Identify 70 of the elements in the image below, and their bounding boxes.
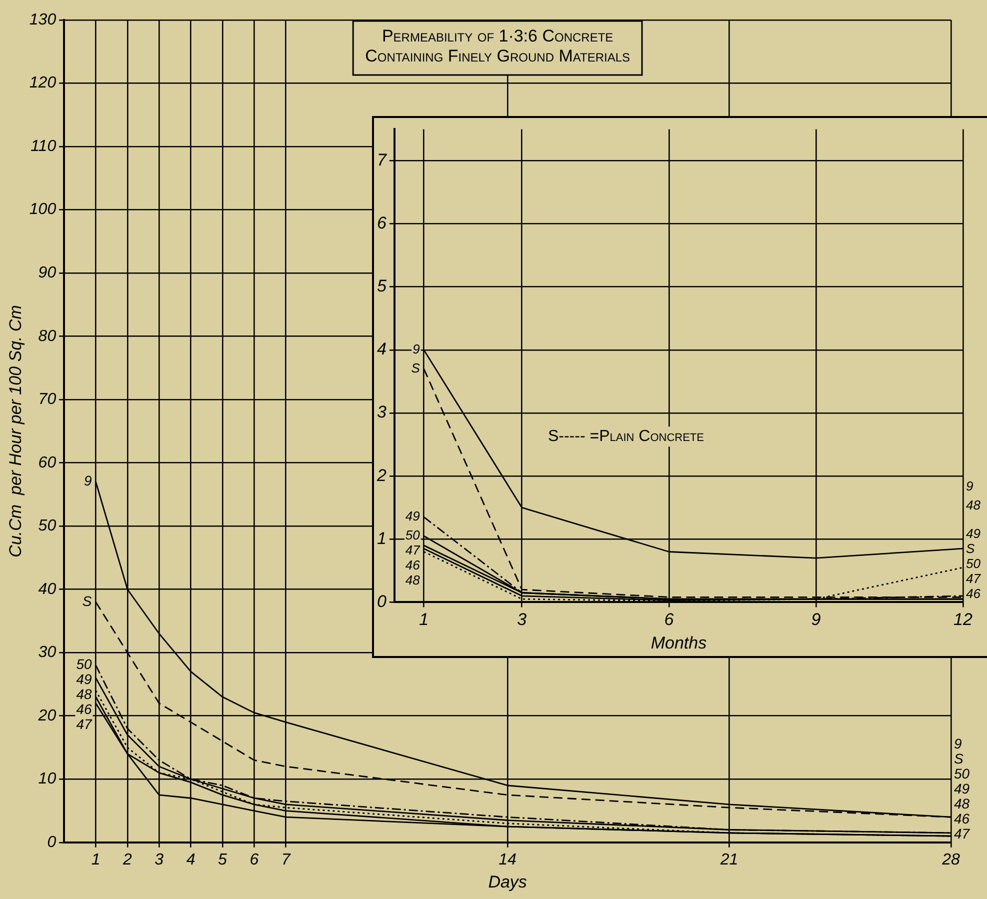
text: 49 xyxy=(954,780,970,796)
y-tick-label: 130 xyxy=(29,11,56,28)
series-label: 47 xyxy=(405,542,421,558)
x-tick-label: 12 xyxy=(954,610,973,630)
y-tick-label: 10 xyxy=(38,770,56,788)
x-tick-label: 3 xyxy=(517,610,528,630)
x-tick-label: 9 xyxy=(811,610,822,630)
y-tick-label: 80 xyxy=(38,328,56,345)
series-label: 48 xyxy=(76,686,92,702)
y-tick-label: 70 xyxy=(38,391,56,408)
text: 47 xyxy=(76,716,92,732)
x-tick-label: 4 xyxy=(186,851,196,868)
series-label: 9 xyxy=(412,342,420,357)
y-tick-label: 0 xyxy=(47,834,56,851)
text: 46 xyxy=(954,810,970,826)
x-tick-label: 1 xyxy=(419,610,429,630)
text: S xyxy=(954,750,964,766)
y-tick-label: 0 xyxy=(376,592,387,611)
y-tick-label: 40 xyxy=(38,580,56,598)
y-tick-label: 1 xyxy=(376,528,386,548)
text: 9 xyxy=(966,478,974,494)
x-tick-label: 5 xyxy=(218,851,228,868)
series-label: 46 xyxy=(966,586,982,601)
y-tick-label: 2 xyxy=(376,466,387,485)
text: S xyxy=(966,540,975,556)
y-tick-label: 4 xyxy=(376,340,386,359)
text: 48 xyxy=(966,497,980,512)
x-tick-label: 14 xyxy=(498,851,517,868)
y-tick-label: 110 xyxy=(30,138,56,155)
y-tick-label: 100 xyxy=(29,201,56,218)
y-tick-label: 7 xyxy=(376,150,387,170)
x-tick-label: 6 xyxy=(250,851,259,868)
x-axis-title: Months xyxy=(650,634,708,653)
x-tick-label: 6 xyxy=(664,610,674,630)
series-label: 9 xyxy=(84,472,92,489)
x-tick-label: 7 xyxy=(281,851,292,868)
series-label: 49 xyxy=(405,508,420,524)
y-tick-label: 20 xyxy=(37,707,56,724)
y-tick-label: 30 xyxy=(38,644,56,662)
y-axis-title: Cu.Cm per Hour per 100 Sq. Cm xyxy=(6,305,25,558)
text: 46 xyxy=(405,558,420,573)
series-label: S xyxy=(82,592,92,609)
series-label: 50 xyxy=(405,528,421,543)
y-tick-label: 120 xyxy=(29,74,56,92)
annotation: S----- =Plain Concrete xyxy=(548,428,704,446)
x-tick-label: 3 xyxy=(154,851,164,868)
text: 50 xyxy=(954,765,970,782)
y-tick-label: 90 xyxy=(38,264,56,282)
text: Permeability of 1·3:6 Concrete Containing Finely Ground Materials xyxy=(365,26,630,66)
text: 49 xyxy=(966,526,980,541)
text: 50 xyxy=(966,556,980,571)
series-label: S xyxy=(411,360,420,376)
series-label: 49 xyxy=(76,671,92,688)
y-tick-label: 5 xyxy=(376,276,387,296)
x-tick-label: 28 xyxy=(941,851,960,868)
series-label: 48 xyxy=(405,572,421,588)
series-label: 46 xyxy=(76,701,92,718)
x-tick-label: 21 xyxy=(719,851,738,868)
text: 48 xyxy=(954,795,970,812)
y-tick-label: 60 xyxy=(38,454,56,472)
x-axis-title: Days xyxy=(488,872,528,892)
series-label: 47 xyxy=(954,825,971,842)
y-tick-label: 50 xyxy=(38,518,56,535)
x-tick-label: 1 xyxy=(91,851,100,868)
text: 47 xyxy=(966,570,980,586)
text: 9 xyxy=(954,735,962,752)
x-tick-label: 2 xyxy=(122,851,132,868)
y-tick-label: 6 xyxy=(376,214,387,233)
y-tick-label: 3 xyxy=(376,402,387,422)
series-label: 50 xyxy=(76,656,92,672)
